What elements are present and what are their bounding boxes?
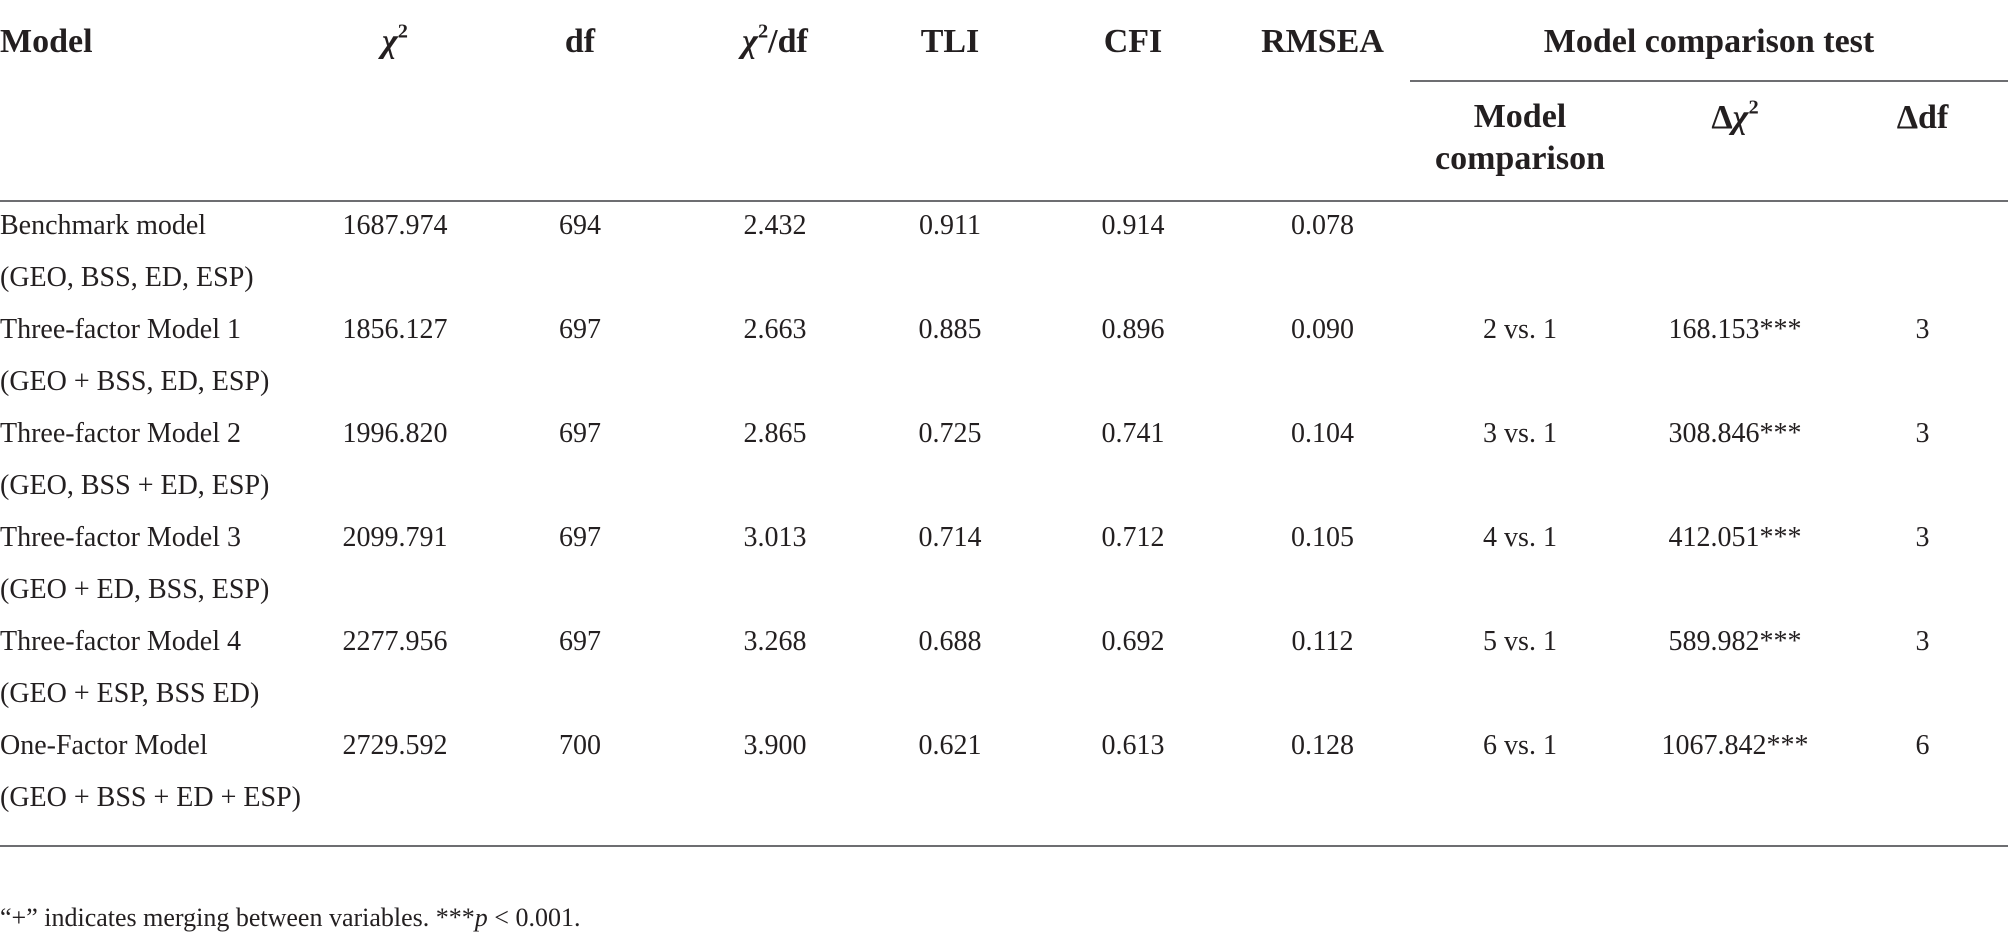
row-chi2-df: 3.900 — [743, 730, 807, 761]
header-group-rule — [1410, 80, 2008, 82]
row-rmsea: 0.112 — [1291, 626, 1354, 657]
row-comparison: 4 vs. 1 — [1483, 522, 1557, 553]
row-model-sub: (GEO + BSS, ED, ESP) — [0, 366, 270, 397]
row-comparison: 2 vs. 1 — [1483, 314, 1557, 345]
row-tli: 0.885 — [918, 314, 982, 345]
row-model-sub: (GEO, BSS + ED, ESP) — [0, 470, 270, 501]
row-cfi: 0.914 — [1101, 210, 1165, 241]
row-model-sub: (GEO, BSS, ED, ESP) — [0, 262, 254, 293]
table-bottom-rule — [0, 845, 2008, 847]
row-df: 697 — [559, 314, 601, 345]
row-chi2-df: 2.663 — [743, 314, 807, 345]
header-delta-df: Δdf — [1896, 99, 1949, 136]
row-comparison: 3 vs. 1 — [1483, 418, 1557, 449]
row-model-name: Three-factor Model 2 — [0, 418, 241, 449]
row-df: 697 — [559, 418, 601, 449]
header-model-comparison-test: Model comparison test — [1543, 23, 1875, 60]
row-cfi: 0.712 — [1101, 522, 1165, 553]
header-bottom-rule — [0, 200, 2008, 202]
row-chi2: 2729.592 — [342, 730, 448, 761]
row-chi2-df: 2.432 — [743, 210, 807, 241]
header-cfi: CFI — [1103, 23, 1163, 60]
row-model-sub: (GEO + ESP, BSS ED) — [0, 678, 260, 709]
row-chi2: 1996.820 — [342, 418, 448, 449]
row-chi2-df: 2.865 — [743, 418, 807, 449]
row-delta-chi2: 589.982*** — [1668, 626, 1802, 657]
row-model-name: One-Factor Model — [0, 730, 208, 761]
row-model-name: Three-factor Model 4 — [0, 626, 241, 657]
header-chi2-df: χ2/df — [742, 20, 808, 60]
row-df: 697 — [559, 626, 601, 657]
row-chi2-df: 3.268 — [743, 626, 807, 657]
row-delta-df: 3 — [1915, 314, 1930, 345]
row-delta-df: 3 — [1915, 522, 1930, 553]
row-rmsea: 0.105 — [1291, 522, 1354, 553]
row-delta-df: 6 — [1915, 730, 1930, 761]
model-fit-table: Model χ2 df χ2/df TLI CFI RMSEA Model co… — [0, 20, 2008, 847]
row-rmsea: 0.078 — [1291, 210, 1354, 241]
header-delta-chi2: Δχ2 — [1711, 96, 1759, 136]
row-chi2: 2099.791 — [342, 522, 448, 553]
row-cfi: 0.741 — [1101, 418, 1165, 449]
row-rmsea: 0.090 — [1291, 314, 1354, 345]
header-tli: TLI — [920, 23, 980, 60]
row-delta-df: 3 — [1915, 626, 1930, 657]
row-tli: 0.714 — [918, 522, 982, 553]
row-comparison: 6 vs. 1 — [1483, 730, 1557, 761]
row-df: 694 — [559, 210, 601, 241]
row-tli: 0.725 — [918, 418, 982, 449]
row-delta-chi2: 308.846*** — [1668, 418, 1802, 449]
row-df: 697 — [559, 522, 601, 553]
header-rmsea: RMSEA — [1261, 23, 1384, 60]
row-delta-chi2: 1067.842*** — [1661, 730, 1809, 761]
row-chi2: 1687.974 — [342, 210, 448, 241]
header-df: df — [564, 23, 596, 60]
row-model-name: Three-factor Model 1 — [0, 314, 241, 345]
row-chi2-df: 3.013 — [743, 522, 807, 553]
table-footnote: “+” indicates merging between variables.… — [0, 903, 581, 932]
row-rmsea: 0.104 — [1291, 418, 1354, 449]
row-model-name: Benchmark model — [0, 210, 207, 241]
row-delta-chi2: 412.051*** — [1668, 522, 1802, 553]
row-cfi: 0.692 — [1101, 626, 1165, 657]
row-model-sub: (GEO + ED, BSS, ESP) — [0, 574, 270, 605]
row-tli: 0.911 — [919, 210, 981, 241]
row-rmsea: 0.128 — [1291, 730, 1354, 761]
row-tli: 0.688 — [918, 626, 982, 657]
row-chi2: 2277.956 — [342, 626, 448, 657]
row-delta-df: 3 — [1915, 418, 1930, 449]
row-cfi: 0.613 — [1101, 730, 1165, 761]
row-model-sub: (GEO + BSS + ED + ESP) — [0, 782, 301, 813]
row-df: 700 — [559, 730, 601, 761]
row-comparison: 5 vs. 1 — [1483, 626, 1557, 657]
header-chi2: χ2 — [381, 20, 408, 60]
row-delta-chi2: 168.153*** — [1668, 314, 1802, 345]
row-chi2: 1856.127 — [342, 314, 448, 345]
header-model-comparison: Model comparison — [1435, 98, 1605, 177]
row-model-name: Three-factor Model 3 — [0, 522, 241, 553]
row-cfi: 0.896 — [1101, 314, 1165, 345]
header-model: Model — [0, 23, 93, 60]
row-tli: 0.621 — [918, 730, 982, 761]
